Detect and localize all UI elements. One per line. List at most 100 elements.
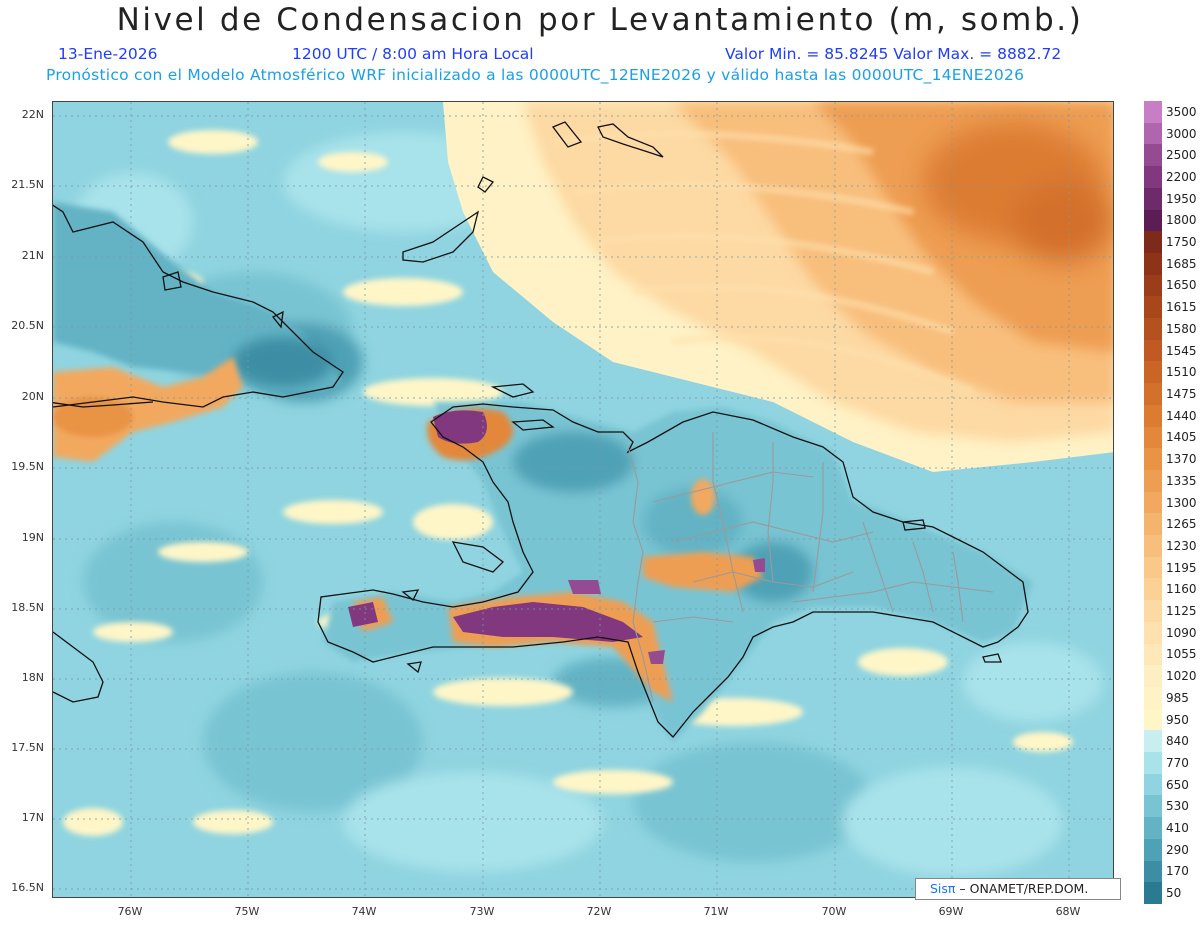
legend-swatch [1144, 296, 1162, 319]
legend-swatch [1144, 513, 1162, 536]
lat-label: 19N [21, 531, 44, 544]
lat-label: 16.5N [11, 881, 44, 894]
legend-swatch [1144, 426, 1162, 449]
legend-value: 1230 [1166, 538, 1197, 553]
legend-value: 985 [1166, 690, 1189, 705]
legend-swatch [1144, 860, 1162, 883]
sispi-logo-text: Sisπ [930, 881, 956, 896]
legend-value: 1510 [1166, 365, 1197, 380]
legend-value: 1800 [1166, 213, 1197, 228]
lat-label: 20.5N [11, 319, 44, 332]
map-title: Nivel de Condensacion por Levantamiento … [116, 2, 1084, 38]
legend-swatch [1144, 101, 1162, 124]
lat-label: 21.5N [11, 178, 44, 191]
value-range: Valor Min. = 85.8245 Valor Max. = 8882.7… [725, 45, 1062, 63]
legend-value: 1335 [1166, 473, 1197, 488]
legend-swatch [1144, 752, 1162, 775]
legend-value: 950 [1166, 712, 1189, 727]
lon-label: 73W [469, 905, 495, 918]
legend-value: 1440 [1166, 408, 1197, 423]
legend-swatch [1144, 404, 1162, 428]
model-info-subtitle: Pronóstico con el Modelo Atmosférico WRF… [46, 66, 1025, 84]
legend-value: 2500 [1166, 148, 1197, 163]
legend-value: 2200 [1166, 169, 1197, 184]
wave-streaks [552, 131, 975, 395]
map-panel [52, 101, 1114, 898]
legend-value: 1265 [1166, 517, 1197, 532]
legend-value: 1300 [1166, 495, 1197, 510]
graticule [53, 102, 1113, 897]
legend-swatch [1144, 209, 1162, 232]
legend-value: 1615 [1166, 300, 1197, 315]
province-borders [627, 432, 994, 703]
legend-swatch [1144, 535, 1162, 558]
lon-label: 74W [351, 905, 377, 918]
legend-value: 840 [1166, 734, 1189, 749]
forecast-date: 13-Ene-2026 [58, 45, 158, 63]
legend-swatch [1144, 838, 1162, 862]
legend-value: 1475 [1166, 386, 1197, 401]
legend-swatch [1144, 773, 1162, 796]
legend-value: 530 [1166, 799, 1189, 814]
high-lcl-zones [348, 408, 765, 702]
legend-value: 1020 [1166, 669, 1197, 684]
legend-value: 1090 [1166, 625, 1197, 640]
legend-value: 1160 [1166, 582, 1197, 597]
lat-label: 22N [21, 108, 44, 121]
forecast-time: 1200 UTC / 8:00 am Hora Local [292, 45, 534, 63]
legend-swatch [1144, 882, 1162, 905]
legend-swatch [1144, 665, 1162, 688]
legend-value: 50 [1166, 886, 1182, 901]
legend-swatch [1144, 274, 1162, 297]
coastlines [53, 121, 1029, 738]
legend-value: 1405 [1166, 430, 1197, 445]
legend-swatch [1144, 795, 1162, 818]
legend-swatch [1144, 686, 1162, 710]
legend-swatch [1144, 361, 1162, 384]
lat-label: 20N [21, 390, 44, 403]
legend-swatch [1144, 448, 1162, 471]
color-legend [1144, 101, 1162, 905]
legend-value: 650 [1166, 777, 1189, 792]
legend-value: 1195 [1166, 560, 1197, 575]
lon-label: 68W [1055, 905, 1081, 918]
yellow-patches [63, 130, 1073, 836]
legend-value: 770 [1166, 755, 1189, 770]
legend-swatch [1144, 252, 1162, 276]
legend-swatch [1144, 578, 1162, 601]
lon-label: 76W [117, 905, 143, 918]
legend-swatch [1144, 621, 1162, 645]
legend-value: 1125 [1166, 604, 1197, 618]
legend-value: 1580 [1166, 321, 1197, 336]
credit-org: – ONAMET/REP.DOM. [955, 881, 1089, 896]
legend-value: 1370 [1166, 452, 1197, 467]
legend-value: 410 [1166, 821, 1189, 836]
lon-label: 75W [234, 905, 260, 918]
legend-swatch [1144, 122, 1162, 145]
legend-swatch [1144, 556, 1162, 579]
legend-value: 1950 [1166, 191, 1197, 206]
legend-swatch [1144, 491, 1162, 514]
legend-value: 170 [1166, 864, 1189, 879]
lat-label: 19.5N [11, 460, 44, 473]
legend-value: 3000 [1166, 126, 1197, 141]
legend-value: 1650 [1166, 278, 1197, 293]
legend-swatch [1144, 187, 1162, 210]
lon-label: 70W [821, 905, 847, 918]
legend-swatch [1144, 600, 1162, 623]
legend-swatch [1144, 469, 1162, 493]
credit-box: Sisπ – ONAMET/REP.DOM. [915, 878, 1121, 900]
legend-value: 1750 [1166, 235, 1197, 250]
lat-label: 21N [21, 249, 44, 262]
legend-swatch [1144, 383, 1162, 406]
legend-value: 1685 [1166, 256, 1197, 271]
legend-value: 3500 [1166, 104, 1197, 119]
legend-swatch [1144, 166, 1162, 189]
lcl-shaded-map [53, 102, 1113, 897]
lat-label: 17.5N [11, 741, 44, 754]
legend-value: 1055 [1166, 647, 1197, 662]
lat-label: 17N [21, 811, 44, 824]
lon-label: 72W [586, 905, 612, 918]
legend-swatch [1144, 144, 1162, 167]
legend-swatch [1144, 730, 1162, 753]
